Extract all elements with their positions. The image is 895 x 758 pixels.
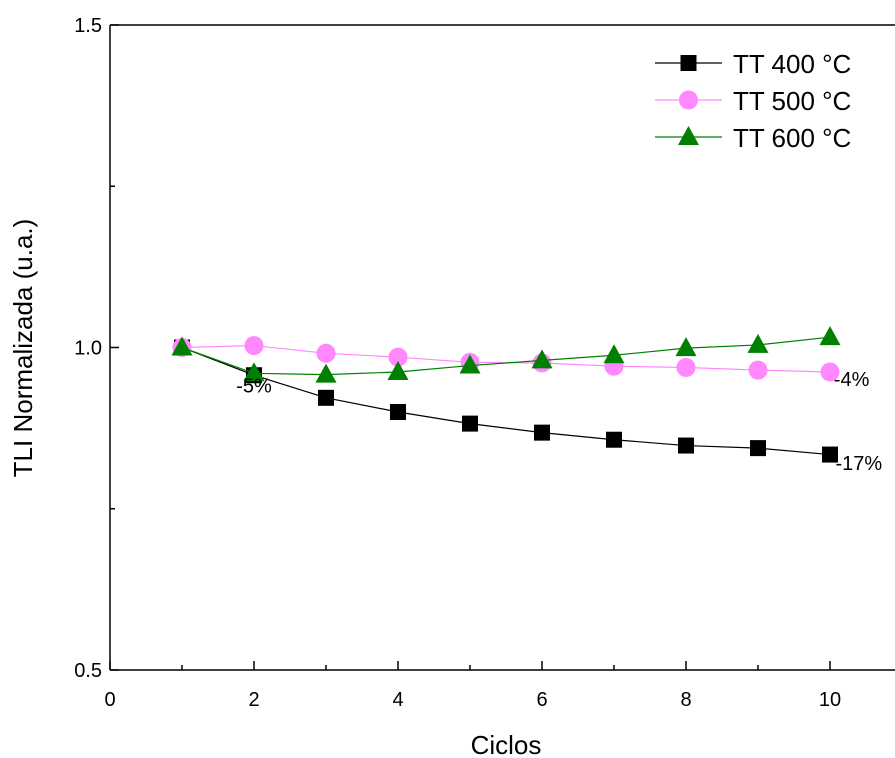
annotation-label: -17% [835,453,882,475]
x-axis: 0 2 4 6 8 10 [104,661,841,711]
legend-label: TT 500 °C [733,86,851,116]
annotations: -5% -4% -17% [236,369,882,475]
data-point [244,336,264,356]
legend-label: TT 400 °C [733,49,851,79]
y-tick-label: 1.0 [74,338,102,360]
x-tick-label: 2 [248,689,259,711]
data-point [315,363,337,383]
series-1 [174,339,838,463]
data-point [462,415,478,432]
series-3 [171,326,841,383]
data-point [603,344,625,364]
legend-label: TT 600 °C [733,123,851,153]
x-tick-label: 8 [680,689,691,711]
data-point [531,349,553,369]
legend-marker [680,55,697,71]
data-point [675,337,697,357]
x-tick-label: 4 [392,689,403,711]
x-tick-label: 10 [819,689,841,711]
data-point [243,362,265,382]
series-layer [171,326,841,463]
data-point [534,424,550,441]
data-point [676,357,696,377]
series-line [181,344,831,373]
data-point [819,326,841,346]
legend-marker [678,126,699,145]
y-tick-label: 1.5 [74,15,102,37]
x-tick-label: 6 [536,689,547,711]
legend-item: TT 600 °C [655,123,851,153]
data-point [318,389,334,406]
legend-item: TT 400 °C [655,49,851,79]
legend: TT 400 °C TT 500 °C TT 600 °C [655,49,851,153]
series-2 [172,336,840,382]
data-point [388,347,408,367]
data-point [750,440,766,457]
data-point [606,431,622,448]
legend-marker [679,90,698,110]
data-point [390,404,406,420]
y-axis: 0.5 1.0 1.5 [74,15,119,682]
y-tick-label: 0.5 [74,660,102,682]
annotation-label: -5% [236,376,272,398]
legend-item: TT 500 °C [655,86,851,116]
data-point [748,360,768,380]
data-point [316,343,336,363]
data-point [387,361,409,381]
data-point [820,362,840,382]
data-point [747,333,769,353]
x-tick-label: 0 [104,689,115,711]
series-line [181,336,831,376]
series-line [181,346,831,456]
data-point [678,437,694,454]
data-point [171,336,193,356]
y-axis-label: TLI Normalizada (u.a.) [8,219,38,478]
annotation-label: -4% [834,369,870,391]
data-point [459,354,481,374]
data-point [822,446,838,463]
x-axis-label: Ciclos [471,730,542,758]
